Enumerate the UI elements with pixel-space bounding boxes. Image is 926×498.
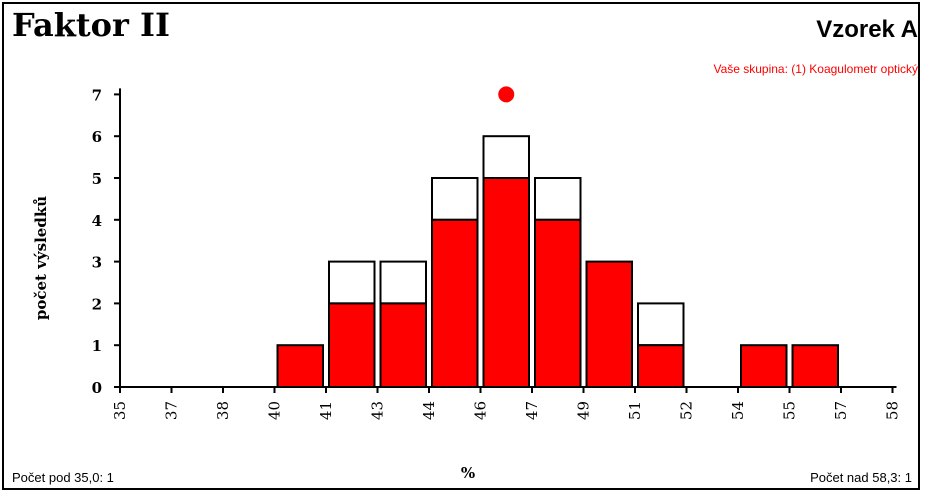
- y-tick-label: 4: [92, 212, 102, 230]
- y-tick-label: 2: [92, 295, 102, 313]
- y-tick-label: 5: [92, 170, 102, 188]
- bar-other-groups: [379, 260, 427, 305]
- bar-your-group: [276, 344, 324, 389]
- y-axis-label: počet výsledků: [32, 196, 50, 320]
- x-tick-label: 55: [781, 401, 799, 420]
- plot-area: 0 1 2 3 4 5 6 7 35 37 38 40 41 43 44 46 47 49 51 52 54 55 57 58: [92, 86, 902, 420]
- bar-other-groups: [431, 177, 479, 221]
- x-tick-label: 38: [214, 401, 232, 420]
- sample-label: Vzorek A: [816, 16, 918, 43]
- x-tick-label: 43: [369, 401, 387, 420]
- y-axis-label-group: počet výsledků: [32, 196, 50, 320]
- y-tick-label: 3: [92, 254, 102, 272]
- x-axis-label: %: [461, 464, 475, 482]
- bar-other-groups: [328, 260, 376, 305]
- x-tick-label: 44: [420, 401, 438, 420]
- x-tick-label: 47: [523, 401, 541, 420]
- chart-frame: Faktor II Vzorek A Vaše skupina: (1) Koa…: [2, 2, 920, 490]
- x-tick-label: 52: [678, 401, 696, 420]
- bar-other-groups: [534, 177, 582, 221]
- x-tick-label: 51: [626, 401, 644, 420]
- x-tick-label: 41: [317, 401, 335, 420]
- y-tick-label: 7: [92, 86, 102, 104]
- x-tick-label: 57: [832, 401, 850, 420]
- bar-other-groups: [637, 302, 685, 347]
- x-tick-label: 37: [163, 401, 181, 420]
- bar-other-groups: [482, 135, 530, 179]
- bar-your-group: [585, 260, 633, 389]
- bar-your-group: [328, 302, 376, 388]
- group-label: Vaše skupina: (1) Koagulometr optický: [713, 62, 918, 76]
- bar-your-group: [534, 218, 582, 388]
- bar-your-group: [740, 344, 788, 389]
- x-tick-label: 58: [884, 401, 902, 420]
- count-above-label: Počet nad 58,3: 1: [810, 470, 912, 485]
- x-tick-label: 46: [472, 401, 490, 420]
- bar-your-group: [637, 344, 685, 389]
- x-tick-label: 54: [729, 401, 747, 420]
- y-tick-label: 0: [92, 379, 102, 397]
- count-below-label: Počet pod 35,0: 1: [12, 470, 114, 485]
- x-tick-label: 35: [111, 401, 129, 420]
- bar-your-group: [791, 344, 839, 389]
- bar-your-group: [431, 218, 479, 388]
- x-tick-label: 49: [575, 401, 593, 420]
- group-result-marker: [498, 86, 515, 103]
- bar-your-group: [482, 177, 530, 388]
- y-tick-label: 1: [92, 337, 102, 355]
- bar-your-group: [379, 302, 427, 388]
- chart-title: Faktor II: [12, 6, 170, 44]
- y-tick-label: 6: [92, 128, 102, 146]
- x-tick-label: 40: [266, 401, 284, 420]
